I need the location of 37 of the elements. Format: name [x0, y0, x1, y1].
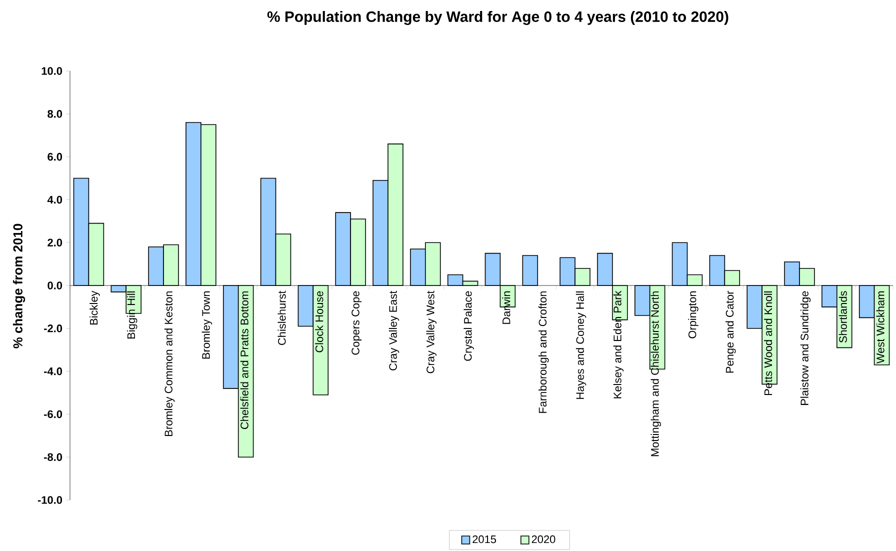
- x-tick-label: Petts Wood and Knoll: [764, 291, 772, 395]
- y-tick-label: -8.0: [44, 453, 62, 461]
- x-tick-label: Biggin Hill: [127, 291, 138, 339]
- x-tick-label: Penge and Cator: [726, 290, 736, 373]
- y-tick-label: -2.0: [44, 324, 62, 332]
- x-tick-label: Cray Valley West: [426, 290, 436, 374]
- x-tick-label: Crystal Palace: [464, 291, 474, 361]
- y-tick-label: 6.0: [48, 152, 62, 161]
- x-tick-label: Bickley: [90, 290, 100, 325]
- x-tick-label: Bromley Common and Keston: [164, 291, 175, 436]
- x-tick-label: West Wickham: [876, 291, 884, 364]
- y-tick-label: 10.0: [42, 67, 62, 75]
- y-tick-label: -10.0: [38, 496, 62, 504]
- x-tick-label: Darwin: [502, 291, 510, 324]
- y-axis-title: % change from 2010: [12, 224, 26, 348]
- x-tick-label: Farnborough and Crofton: [538, 291, 549, 413]
- y-tick-label: 2.0: [48, 238, 62, 246]
- x-tick-label: Plaistow and Sundridge: [800, 291, 811, 405]
- x-tick-label: Mottingham and Chislehurst North: [650, 291, 661, 456]
- x-tick-label: Orpington: [688, 291, 698, 338]
- x-tick-label: Kelsey and Eden Park: [613, 290, 624, 398]
- x-tick-label: Bromley Town: [202, 291, 212, 359]
- x-tick-label: Cray Valley East: [388, 290, 400, 370]
- x-tick-label: Chelsfield and Pratts Bottom: [240, 291, 248, 430]
- y-tick-label: 0.0: [48, 282, 62, 290]
- x-tick-label: Shortlands: [838, 291, 847, 343]
- x-tick-label: Copers Cope: [352, 291, 362, 355]
- x-tick-label: Clock House: [315, 291, 324, 352]
- x-tick-label: Chislehurst: [278, 290, 286, 345]
- y-tick-label: 8.0: [48, 110, 62, 118]
- legend-label: 2015: [472, 535, 496, 544]
- legend-label: 2020: [532, 535, 556, 544]
- y-tick-label: -6.0: [44, 410, 62, 418]
- y-tick-label: 4.0: [47, 196, 62, 204]
- y-tick-label: -4.0: [44, 367, 62, 376]
- x-tick-label: Hayes and Coney Hall: [576, 291, 586, 399]
- chart-title: % Population Change by Ward for Age 0 to 4 years (2010 to 2020): [267, 10, 728, 25]
